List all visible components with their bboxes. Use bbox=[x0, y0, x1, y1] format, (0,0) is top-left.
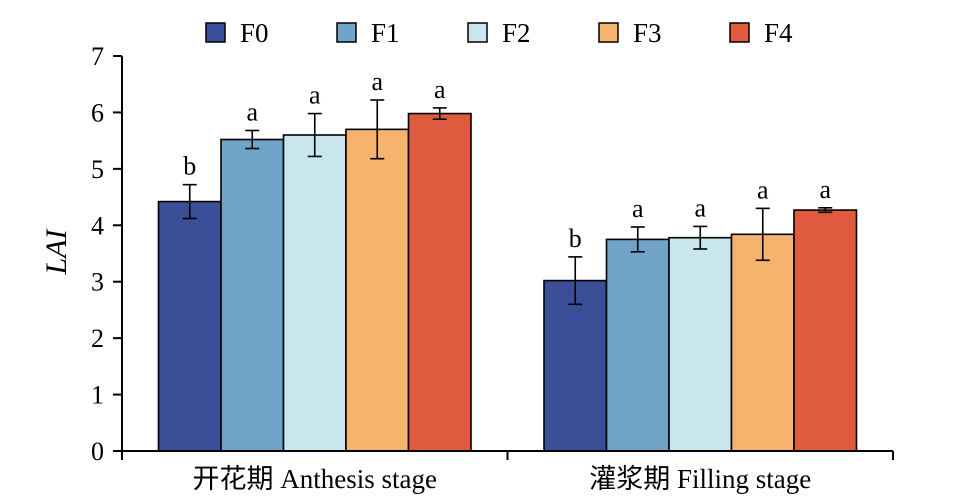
legend-label-f1: F1 bbox=[371, 18, 400, 48]
significance-label-f1-1: a bbox=[246, 97, 258, 126]
y-tick-label-5: 5 bbox=[91, 155, 104, 184]
bar-f4-2 bbox=[793, 209, 858, 452]
significance-label-f3-1: a bbox=[371, 67, 383, 96]
significance-label-f2-1: a bbox=[309, 81, 321, 110]
bar-f3-1 bbox=[345, 128, 410, 452]
bar-f1-2 bbox=[605, 238, 670, 452]
bars-group bbox=[157, 112, 858, 452]
significance-label-f0-1: b bbox=[183, 152, 196, 181]
legend-swatch-f3 bbox=[598, 22, 619, 43]
significance-label-f0-2: b bbox=[569, 224, 582, 253]
legend-label-f0: F0 bbox=[240, 18, 269, 48]
y-axis-title: LAI bbox=[40, 227, 73, 275]
significance-label-f4-1: a bbox=[434, 75, 446, 104]
bar-f2-2 bbox=[668, 236, 733, 452]
bar-f1-1 bbox=[220, 138, 285, 452]
legend: F0 F1 F2 F3 F4 bbox=[205, 18, 793, 48]
y-tick-label-7: 7 bbox=[91, 42, 104, 71]
legend-swatch-f2 bbox=[467, 22, 488, 43]
y-tick-label-1: 1 bbox=[91, 381, 104, 410]
legend-swatch-f0 bbox=[205, 22, 226, 43]
y-tick-label-0: 0 bbox=[91, 437, 104, 466]
bar-f0-1 bbox=[157, 200, 222, 452]
significance-label-f2-2: a bbox=[694, 193, 706, 222]
error-bars-group bbox=[182, 99, 833, 306]
y-tick-label-4: 4 bbox=[91, 211, 104, 240]
y-tick-label-6: 6 bbox=[91, 98, 104, 127]
axes-group: 0 1 2 3 4 5 6 7 开花期 Anthesis stage 灌浆期 Filling st… bbox=[91, 42, 894, 494]
significance-label-f3-2: a bbox=[757, 175, 769, 204]
significance-label-f1-2: a bbox=[632, 194, 644, 223]
significance-label-f4-2: a bbox=[819, 175, 831, 204]
x-category-label-2: 灌浆期 Filling stage bbox=[589, 464, 811, 494]
bar-f0-2 bbox=[543, 279, 608, 452]
bar-f4-1 bbox=[407, 112, 472, 452]
legend-label-f2: F2 bbox=[502, 18, 531, 48]
x-category-label-1: 开花期 Anthesis stage bbox=[193, 464, 437, 494]
y-tick-label-2: 2 bbox=[91, 324, 104, 353]
legend-swatch-f1 bbox=[336, 22, 357, 43]
legend-swatch-f4 bbox=[729, 22, 750, 43]
legend-label-f4: F4 bbox=[764, 18, 793, 48]
bar-f2-1 bbox=[282, 134, 347, 452]
significance-labels-group: b b a a a a a a a a bbox=[183, 67, 831, 253]
legend-label-f3: F3 bbox=[633, 18, 662, 48]
bar-f3-2 bbox=[730, 233, 795, 452]
y-tick-label-3: 3 bbox=[91, 268, 104, 297]
